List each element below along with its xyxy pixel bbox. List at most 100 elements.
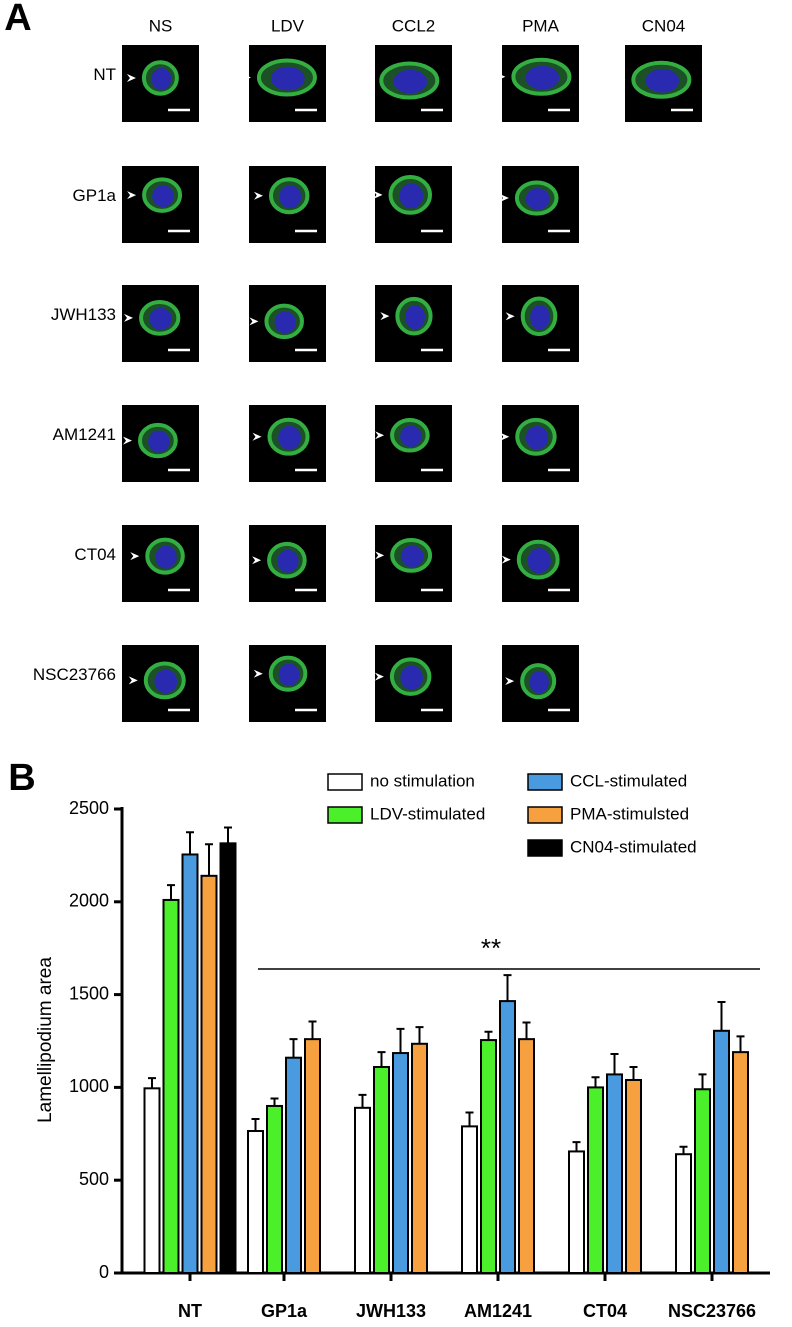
cell-nucleus <box>278 663 300 686</box>
y-tick-label: 0 <box>99 1262 109 1282</box>
y-tick-label: 1500 <box>69 983 109 1003</box>
panel-label: B <box>8 757 35 799</box>
arrowhead <box>499 194 509 203</box>
y-tick-label: 2500 <box>69 798 109 818</box>
cell-nucleus <box>525 425 549 450</box>
legend-swatch <box>527 806 563 824</box>
legend-label: PMA-stimulsted <box>570 804 689 823</box>
cell-nucleus <box>525 65 560 90</box>
cell-nucleus <box>400 545 424 568</box>
arrowhead <box>253 191 263 200</box>
error-bar <box>572 1141 581 1152</box>
error-bar <box>186 831 194 855</box>
bar <box>499 1000 516 1274</box>
bar <box>266 1104 283 1274</box>
arrowhead <box>126 73 136 82</box>
bar <box>285 1056 302 1274</box>
arrowhead <box>375 551 385 560</box>
error-bar <box>224 826 232 844</box>
row-label: NSC23766 <box>33 665 116 684</box>
legend-swatch <box>327 773 363 791</box>
arrowhead <box>124 313 134 322</box>
column-header: PMA <box>522 16 560 35</box>
y-axis-title: Lamellipodium area <box>35 957 56 1123</box>
x-tick-label: NSC23766 <box>668 1301 756 1321</box>
cell-nucleus <box>148 430 170 453</box>
cell-nucleus <box>530 304 550 330</box>
arrowhead <box>241 73 251 82</box>
bar <box>373 1065 390 1275</box>
error-bar <box>465 1111 474 1127</box>
bar <box>606 1073 623 1274</box>
bar <box>675 1153 692 1274</box>
error-bar <box>522 1021 531 1040</box>
bar <box>354 1106 371 1275</box>
cell-nucleus <box>271 66 305 91</box>
error-bar <box>167 884 175 900</box>
significance-annotation: ** <box>481 933 501 963</box>
bar <box>694 1088 711 1274</box>
error-bar <box>148 1077 156 1089</box>
bar <box>411 1042 428 1275</box>
cell-nucleus <box>149 307 172 330</box>
error-bar <box>396 1027 405 1054</box>
bar <box>200 874 218 1274</box>
bar <box>713 1029 730 1274</box>
cell-nucleus <box>155 545 177 569</box>
row-label: NT <box>93 65 116 84</box>
legend-label: CCL-stimulated <box>570 771 687 790</box>
arrowhead <box>616 75 626 84</box>
arrowhead <box>505 677 515 686</box>
x-tick-label: CT04 <box>583 1301 627 1321</box>
column-header: CN04 <box>642 16 685 35</box>
x-tick-label: NT <box>178 1301 202 1321</box>
x-tick-label: JWH133 <box>356 1301 426 1321</box>
row-label: AM1241 <box>53 425 116 444</box>
error-bar <box>205 843 213 876</box>
cell-nucleus <box>274 311 296 334</box>
bar <box>162 898 180 1274</box>
bar <box>587 1086 604 1275</box>
arrowhead <box>252 432 262 441</box>
arrowhead <box>380 312 390 321</box>
arrowhead <box>252 556 262 565</box>
bar <box>219 842 237 1274</box>
cell-nucleus <box>393 69 428 94</box>
error-bar <box>377 1051 386 1067</box>
bar <box>143 1087 161 1274</box>
column-header: CCL2 <box>392 16 435 35</box>
error-bar <box>358 1093 367 1108</box>
error-bar <box>698 1073 707 1090</box>
bar <box>480 1039 497 1275</box>
error-bar <box>308 1020 317 1040</box>
error-bar <box>484 1030 493 1041</box>
legend-label: LDV-stimulated <box>370 804 485 823</box>
arrowhead <box>375 431 385 440</box>
legend-label: CN04-stimulated <box>570 837 697 856</box>
bar <box>461 1125 478 1274</box>
arrowhead <box>373 190 383 199</box>
cell-nucleus <box>400 425 422 447</box>
cell-nucleus <box>154 669 178 694</box>
cell-nucleus <box>400 665 423 690</box>
cell-nucleus <box>645 68 680 93</box>
arrowhead <box>496 72 506 81</box>
row-label: CT04 <box>74 545 116 564</box>
cell-nucleus <box>277 549 299 573</box>
bar <box>732 1051 749 1274</box>
error-bar <box>629 1065 638 1080</box>
y-tick-label: 2000 <box>69 891 109 911</box>
bar <box>625 1078 642 1274</box>
y-tick-label: 500 <box>79 1169 109 1189</box>
cell-nucleus <box>151 67 172 90</box>
arrowhead <box>128 676 138 685</box>
panel-label: A <box>4 0 31 39</box>
error-bar <box>251 1117 260 1132</box>
cell-nucleus <box>529 670 549 694</box>
legend-swatch <box>527 773 563 791</box>
x-tick-label: AM1241 <box>464 1301 532 1321</box>
x-tick-label: GP1a <box>261 1301 308 1321</box>
arrowhead <box>123 436 133 445</box>
y-tick-label: 1000 <box>69 1076 109 1096</box>
